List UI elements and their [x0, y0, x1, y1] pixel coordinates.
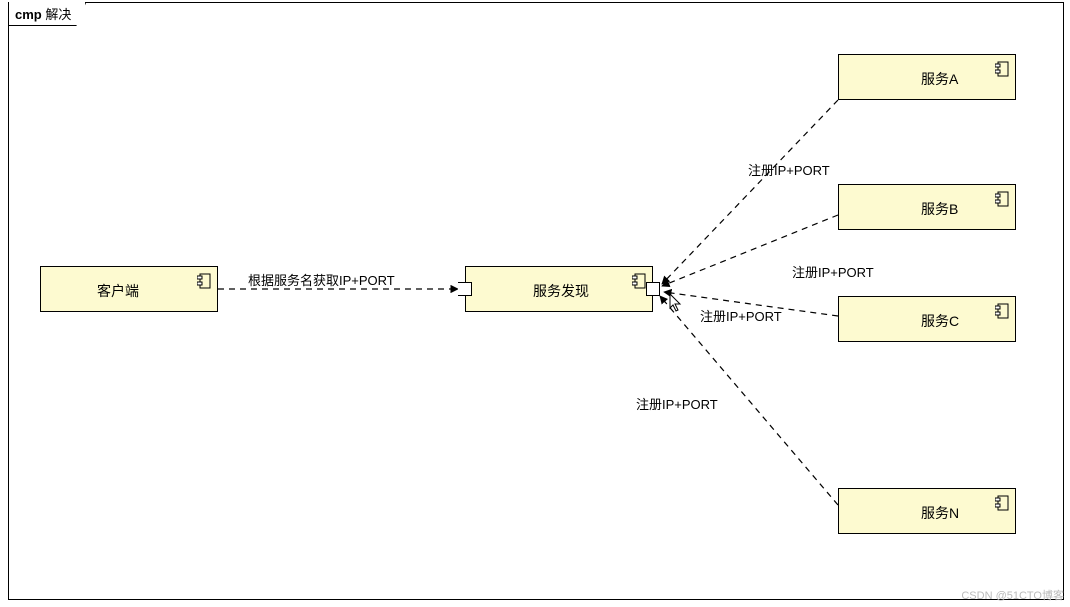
component-icon: [995, 495, 1009, 511]
edge-label: 注册IP+PORT: [700, 306, 782, 325]
component-label: 服务N: [921, 503, 959, 523]
cursor-icon: [670, 294, 680, 311]
port-discov-right: [646, 282, 660, 296]
component-svcC: 服务C: [838, 296, 1016, 342]
diagram-canvas: cmp 解决 客户端服务发现服务A服务B服务C服务N 根据服务名获取IP+POR…: [0, 0, 1070, 607]
component-svcN: 服务N: [838, 488, 1016, 534]
component-icon: [995, 61, 1009, 77]
component-icon: [632, 273, 646, 289]
component-icon: [995, 303, 1009, 319]
component-label: 服务A: [921, 69, 958, 89]
edge-label: 注册IP+PORT: [792, 262, 874, 281]
port-discov-left: [458, 282, 472, 296]
edge-label: 注册IP+PORT: [636, 394, 718, 413]
component-icon: [197, 273, 211, 289]
component-svcB: 服务B: [838, 184, 1016, 230]
component-label: 服务发现: [533, 281, 589, 301]
watermark: CSDN @51CTO博客: [961, 587, 1064, 603]
edge-label: 注册IP+PORT: [748, 160, 830, 179]
component-client: 客户端: [40, 266, 218, 312]
component-label: 服务B: [921, 199, 958, 219]
edge-svcA-discov: [662, 100, 838, 284]
component-icon: [995, 191, 1009, 207]
edge-label: 根据服务名获取IP+PORT: [248, 270, 395, 289]
component-label: 客户端: [97, 281, 139, 301]
component-svcA: 服务A: [838, 54, 1016, 100]
component-discov: 服务发现: [465, 266, 653, 312]
component-label: 服务C: [921, 311, 959, 331]
